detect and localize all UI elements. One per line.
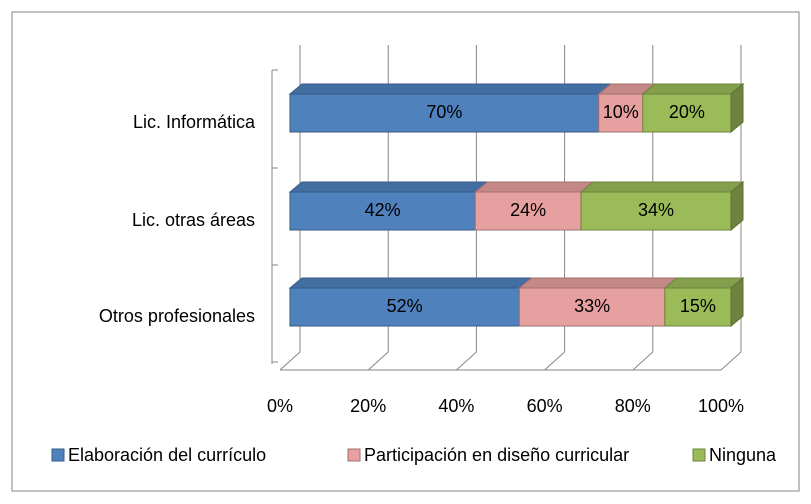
value-label: 24% <box>510 200 546 220</box>
bar-top <box>288 83 613 95</box>
legend-swatch <box>692 448 706 462</box>
bar <box>642 93 732 133</box>
value-label: 52% <box>387 296 423 316</box>
bar-top <box>288 181 489 193</box>
bar-top <box>641 83 745 95</box>
x-tick-label: 40% <box>438 396 474 416</box>
bar <box>580 191 732 231</box>
legend-swatch <box>347 448 361 462</box>
bar-top <box>473 181 595 193</box>
bar <box>289 93 600 133</box>
bar <box>289 287 520 327</box>
bar-side <box>730 180 744 232</box>
value-label: 15% <box>680 296 716 316</box>
x-tick-label: 60% <box>527 396 563 416</box>
bar <box>289 191 476 231</box>
value-label: 33% <box>574 296 610 316</box>
value-label: 34% <box>638 200 674 220</box>
floor-line <box>720 351 742 371</box>
bar-top <box>517 277 679 289</box>
y-tick-label: Lic. otras áreas <box>132 210 255 230</box>
y-tick-label: Lic. Informática <box>133 112 256 132</box>
legend-label: Elaboración del currículo <box>68 445 266 465</box>
x-tick-label: 20% <box>350 396 386 416</box>
value-label: 10% <box>603 102 639 122</box>
bar <box>664 287 732 327</box>
bar-side <box>730 82 744 134</box>
legend-label: Participación en diseño curricular <box>364 445 629 465</box>
x-tick-label: 100% <box>698 396 744 416</box>
x-tick-label: 0% <box>267 396 293 416</box>
value-label: 20% <box>669 102 705 122</box>
floor-line <box>544 351 565 371</box>
floor-line <box>367 351 389 371</box>
floor-line <box>632 351 654 371</box>
bar <box>598 93 644 133</box>
bar-side <box>730 276 744 328</box>
legend-label: Ninguna <box>709 445 777 465</box>
bar-top <box>288 277 533 289</box>
value-label: 70% <box>426 102 462 122</box>
bar <box>474 191 582 231</box>
legend-swatch <box>51 448 65 462</box>
y-tick-label: Otros profesionales <box>99 306 255 326</box>
floor-line <box>456 351 477 371</box>
value-label: 42% <box>365 200 401 220</box>
x-tick-label: 80% <box>615 396 651 416</box>
floor-line <box>279 351 301 371</box>
bar-top <box>579 181 745 193</box>
bar-top <box>663 277 745 289</box>
